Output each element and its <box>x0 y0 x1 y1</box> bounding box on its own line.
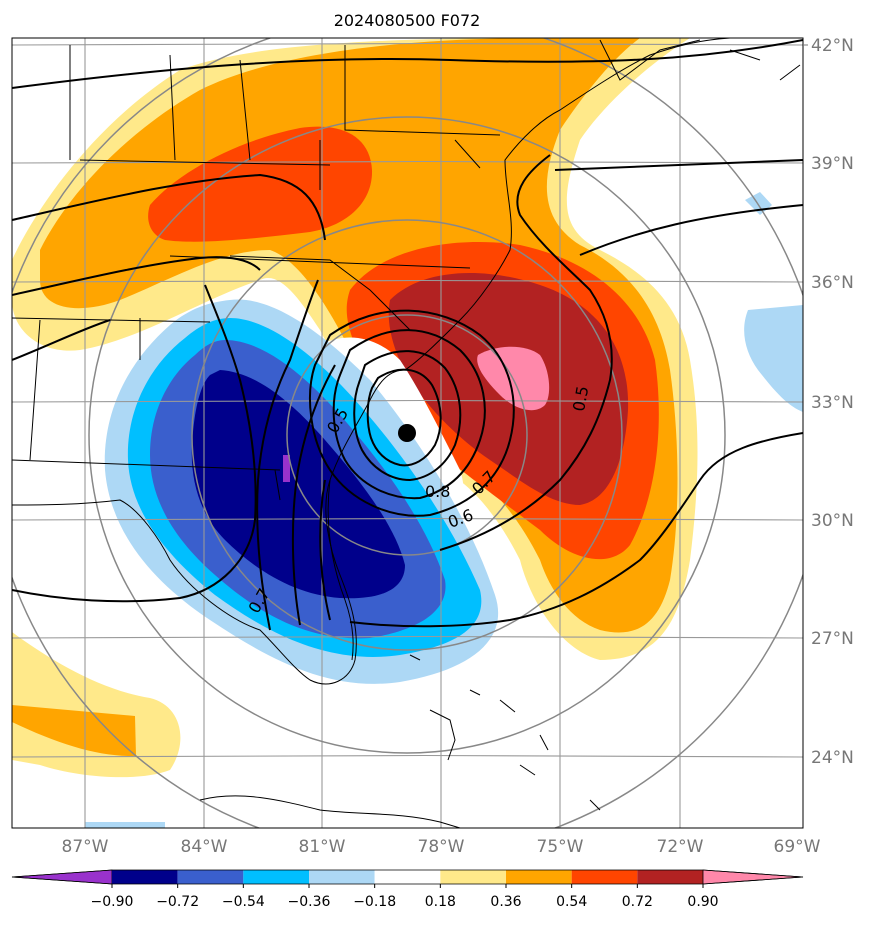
lon-label-84: 84°W <box>181 837 228 857</box>
east-coastline <box>12 38 731 685</box>
contour-east-3 <box>349 432 803 628</box>
range-ring-2 <box>191 219 623 651</box>
contour-north-2 <box>12 173 326 241</box>
grid-lat-33 <box>12 399 803 403</box>
lat-label-42: 42°N <box>811 36 854 56</box>
lon-axis: 87°W 84°W 81°W 78°W 75°W 72°W 69°W <box>62 837 821 857</box>
range-ring-1 <box>286 314 528 556</box>
colorbar-label: −0.54 <box>222 894 265 910</box>
contour-west-1 <box>12 284 257 603</box>
lon-label-87: 87°W <box>62 837 109 857</box>
contour-ring-1 <box>309 309 515 517</box>
lat-label-27: 27°N <box>811 629 854 649</box>
lat-label-33: 33°N <box>811 393 854 413</box>
colorbar-extend-high <box>702 869 804 885</box>
colorbar-label: 0.90 <box>687 894 718 910</box>
contour-east-4 <box>439 154 613 551</box>
lat-label-24: 24°N <box>811 748 854 768</box>
contour-north-3 <box>12 256 261 296</box>
colorbar-label: −0.36 <box>288 894 331 910</box>
colorbar-segment <box>506 870 572 884</box>
lat-axis: 42°N 39°N 36°N 33°N 30°N 27°N 24°N <box>803 36 854 768</box>
bahamas-islands <box>409 654 601 811</box>
grid-lat-36 <box>12 279 803 283</box>
contour-label-4: 0.5 <box>569 385 592 413</box>
colorbar-label: 0.72 <box>622 894 653 910</box>
anomaly-fill-neg-purple <box>283 455 290 482</box>
map-layers <box>12 38 803 828</box>
grid-lat-30 <box>12 517 803 521</box>
colorbar-label: −0.72 <box>156 894 199 910</box>
contour-east-1 <box>554 159 803 171</box>
range-rings <box>12 38 803 828</box>
coastlines-borders <box>12 38 801 828</box>
anomaly-fill-bottom-lightblue <box>85 822 165 828</box>
range-ring-3 <box>88 116 726 754</box>
contour-ring-3 <box>353 350 462 482</box>
grid-lat-24 <box>12 754 803 758</box>
colorbar-segment <box>309 870 375 884</box>
colorbar-label: −0.18 <box>353 894 396 910</box>
contour-ring-2 <box>332 329 486 500</box>
contour-outer-north <box>12 39 803 89</box>
lon-label-75: 75°W <box>537 837 584 857</box>
colorbar-label: −0.90 <box>91 894 134 910</box>
colorbar-segment <box>637 870 703 884</box>
lat-label-36: 36°N <box>811 273 854 293</box>
contour-east-2 <box>579 204 803 256</box>
contour-west-3 <box>291 364 336 626</box>
colorbar-segment <box>112 870 178 884</box>
colorbar: −0.90 −0.72 −0.54 −0.36 −0.18 0.18 0.36 0.54 0.7… <box>11 869 804 910</box>
lon-label-78: 78°W <box>418 837 465 857</box>
colorbar-label: 0.18 <box>425 894 456 910</box>
cuba-coast <box>199 795 461 828</box>
grid-lat-39 <box>12 160 803 164</box>
contour-label-1: 0.8 <box>425 482 450 501</box>
grid-lat-27 <box>12 635 803 639</box>
map-frame <box>11 37 804 829</box>
lat-label-30: 30°N <box>811 511 854 531</box>
gridlines <box>12 38 803 828</box>
colorbar-label: 0.36 <box>490 894 521 910</box>
colorbar-segment <box>571 870 638 884</box>
figure-title: 2024080500 F072 <box>334 11 481 30</box>
colorbar-segment <box>374 870 441 884</box>
lon-label-81: 81°W <box>299 837 346 857</box>
state-borders <box>12 45 501 501</box>
colorbar-segment <box>177 870 244 884</box>
storm-center-dot <box>398 424 416 442</box>
anomaly-fill-sw-yellow <box>12 632 181 778</box>
colorbar-segment <box>440 870 506 884</box>
colorbar-extend-low <box>11 869 113 885</box>
contour-west-2 <box>256 279 319 631</box>
lon-label-72: 72°W <box>657 837 704 857</box>
contour-west-4 <box>319 479 331 621</box>
anomaly-fill-right-lightblue <box>744 305 803 412</box>
colorbar-segment <box>243 870 309 884</box>
florida-coast <box>327 479 354 661</box>
colorbar-label: 0.54 <box>556 894 587 910</box>
contour-ring-4 <box>366 368 442 467</box>
lon-label-69: 69°W <box>774 837 821 857</box>
anomaly-fill-sw-orange <box>12 705 136 757</box>
lat-label-39: 39°N <box>811 154 854 174</box>
contours <box>12 39 803 631</box>
contour-west-5 <box>12 319 111 361</box>
